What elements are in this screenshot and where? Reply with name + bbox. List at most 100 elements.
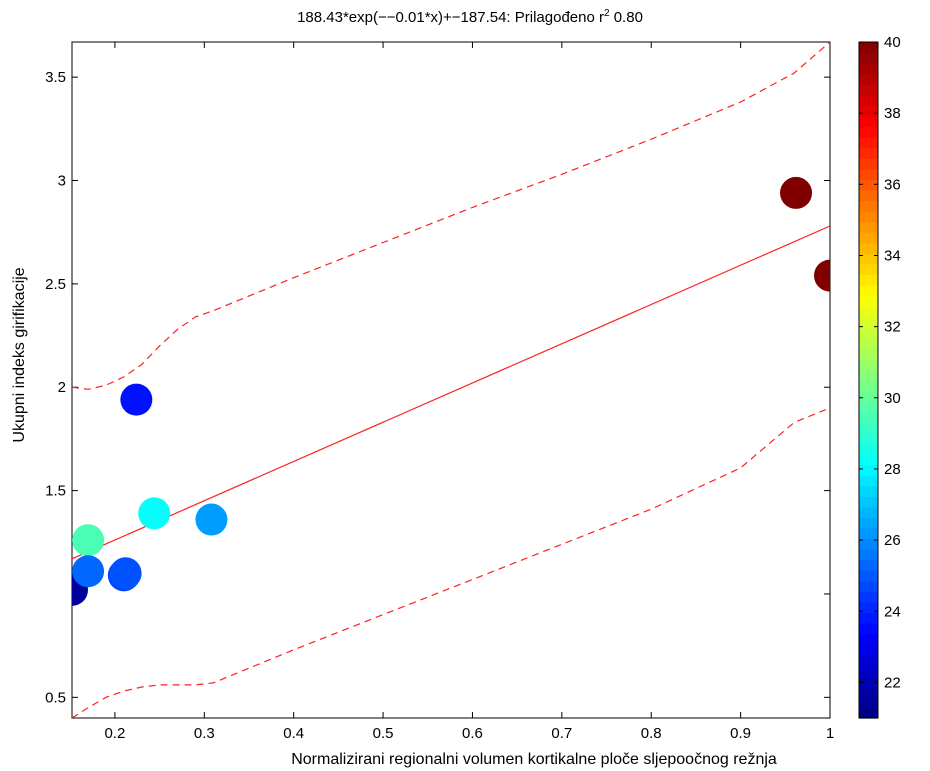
scatter-point <box>780 176 813 209</box>
colorbar-stripe <box>859 696 878 709</box>
colorbar-tick-label: 34 <box>884 247 901 264</box>
colorbar-stripe <box>859 390 878 402</box>
colorbar-stripe <box>859 633 878 645</box>
y-axis-label: Ukupni indeks girifikacije <box>11 267 28 442</box>
colorbar-stripe <box>859 211 878 223</box>
colorbar-stripe <box>859 654 878 666</box>
scatter-points <box>72 176 830 606</box>
x-tick-label: 0.5 <box>373 725 394 742</box>
y-ticks: 0.5 1.5 2 2.5 3 3.5 <box>45 69 830 706</box>
colorbar-tick-label: 28 <box>884 461 901 478</box>
colorbar-stripe <box>859 263 878 275</box>
colorbar-stripe <box>859 580 878 592</box>
colorbar-stripe <box>859 253 878 265</box>
colorbar-stripe <box>859 126 878 138</box>
scatter-point <box>120 383 153 416</box>
colorbar-stripe <box>859 337 878 349</box>
colorbar-stripe <box>859 147 878 159</box>
colorbar-stripe <box>859 200 878 212</box>
colorbar-stripe <box>859 284 878 297</box>
colorbar-stripe <box>859 380 878 392</box>
colorbar-stripe <box>859 432 878 444</box>
colorbar-stripe <box>859 475 878 487</box>
x-ticks: 0.2 0.3 0.4 0.5 0.6 0.7 0.8 0.9 1 <box>104 42 834 742</box>
colorbar-stripe <box>859 63 878 75</box>
colorbar-stripe <box>859 570 878 582</box>
colorbar-stripe <box>859 675 878 687</box>
colorbar-stripe <box>859 622 878 635</box>
y-tick-label: 0.5 <box>45 689 66 706</box>
colorbar-stripe <box>859 274 878 286</box>
y-tick-label: 3.5 <box>45 69 66 86</box>
scatter-point <box>72 555 105 588</box>
chart-title: 188.43*exp(−−0.01*x)+−187.54: Prilagođen… <box>297 8 643 26</box>
colorbar-stripe <box>859 686 878 698</box>
colorbar-stripe <box>859 707 878 719</box>
colorbar-stripe <box>859 242 878 254</box>
colorbar-stripe <box>859 358 878 371</box>
colorbar-stripe <box>859 42 878 54</box>
scatter-point <box>138 497 171 530</box>
colorbar-stripe <box>859 591 878 603</box>
colorbar-frame <box>858 41 879 719</box>
x-tick-label: 0.6 <box>462 725 483 742</box>
colorbar-tick-label: 38 <box>884 105 901 122</box>
colorbar-stripe <box>859 348 878 360</box>
colorbar-stripe <box>859 443 878 455</box>
x-tick-label: 0.8 <box>641 725 662 742</box>
colorbar-stripe <box>859 527 878 540</box>
colorbar-stripe <box>859 401 878 413</box>
colorbar-stripe <box>859 538 878 550</box>
colorbar-stripe <box>859 158 878 170</box>
fit-lines <box>72 42 830 718</box>
colorbar-tick-label: 26 <box>884 532 901 549</box>
y-tick-label: 2 <box>58 379 66 396</box>
colorbar-tick-label: 24 <box>884 603 901 620</box>
x-tick-label: 1 <box>826 725 834 742</box>
colorbar-stripe <box>859 232 878 244</box>
colorbar-stripe <box>859 612 878 624</box>
axes-box <box>71 41 831 719</box>
colorbar-stripe <box>859 601 878 613</box>
colorbar-stripe <box>859 137 878 149</box>
colorbar-stripe <box>859 316 878 328</box>
colorbar-stripe <box>859 189 878 202</box>
colorbar-tick-label: 22 <box>884 674 901 691</box>
colorbar-stripe <box>859 485 878 497</box>
colorbar-stripe <box>859 221 878 233</box>
confidence-lower-line <box>72 407 830 718</box>
colorbar-stripe <box>859 411 878 423</box>
colorbar: 22 24 26 28 30 32 34 36 38 40 <box>858 34 901 719</box>
colorbar-tick-label: 40 <box>884 34 901 51</box>
colorbar-stripe <box>859 84 878 96</box>
x-tick-label: 0.9 <box>730 725 751 742</box>
colorbar-stripe <box>859 73 878 85</box>
fit-line <box>72 225 830 560</box>
colorbar-stripe <box>859 549 878 561</box>
colorbar-stripe <box>859 295 878 307</box>
x-tick-label: 0.2 <box>104 725 125 742</box>
scatter-point <box>814 259 830 292</box>
y-tick-label: 2.5 <box>45 276 66 293</box>
colorbar-stripe <box>859 559 878 571</box>
colorbar-stripe <box>859 644 878 656</box>
colorbar-stripe <box>859 168 878 180</box>
x-tick-label: 0.3 <box>194 725 215 742</box>
scatter-point <box>195 503 228 536</box>
colorbar-tick-label: 36 <box>884 176 901 193</box>
colorbar-stripe <box>859 464 878 476</box>
colorbar-stripe <box>859 105 878 117</box>
colorbar-stripe <box>859 517 878 529</box>
scatter-point <box>72 524 105 557</box>
x-tick-label: 0.4 <box>283 725 304 742</box>
x-tick-label: 0.7 <box>551 725 572 742</box>
scatter-point <box>109 557 142 590</box>
colorbar-stripe <box>859 327 878 339</box>
colorbar-stripe <box>859 52 878 64</box>
colorbar-stripe <box>859 94 878 106</box>
colorbar-tick-label: 30 <box>884 390 901 407</box>
colorbar-stripe <box>859 453 878 466</box>
colorbar-stripe <box>859 496 878 508</box>
y-tick-label: 3 <box>58 173 66 190</box>
